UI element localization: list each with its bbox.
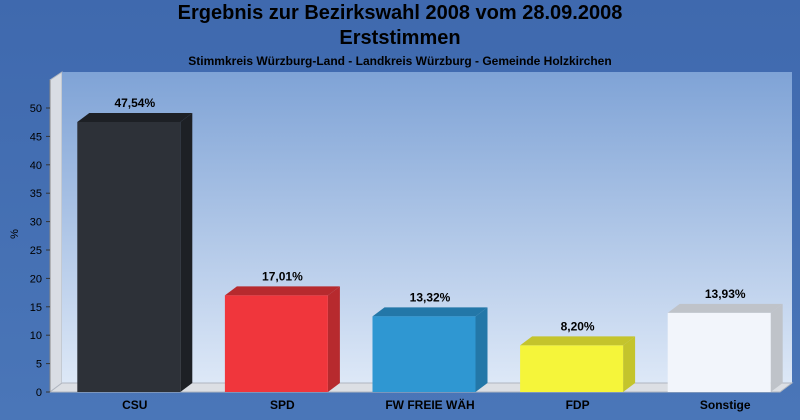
chart-title: Ergebnis zur Bezirkswahl 2008 vom 28.09.… — [177, 2, 623, 24]
bar — [224, 295, 328, 392]
y-tick-label: 25 — [30, 245, 42, 257]
bar-side — [180, 112, 193, 392]
data-label: 47,54% — [114, 96, 155, 110]
bar-side — [327, 286, 340, 392]
bar-top — [667, 303, 783, 313]
y-tick-label: 0 — [36, 387, 42, 399]
y-tick-label: 30 — [30, 217, 42, 229]
bar-side — [770, 303, 783, 392]
data-label: 8,20% — [561, 319, 595, 333]
y-tick-label: 20 — [30, 273, 42, 285]
x-tick-label: Sonstige — [700, 398, 751, 412]
y-tick-label: 10 — [30, 330, 42, 342]
bar-side — [475, 307, 488, 392]
y-tick-label: 50 — [30, 103, 42, 115]
bar-top — [520, 336, 636, 346]
data-label: 13,32% — [410, 290, 451, 304]
y-tick-label: 35 — [30, 188, 42, 200]
bar-top — [372, 307, 488, 317]
data-label: 17,01% — [262, 269, 303, 283]
y-tick-label: 45 — [30, 131, 42, 143]
bar-side — [623, 336, 636, 392]
bar-top — [77, 112, 193, 122]
bar-top — [224, 286, 340, 296]
data-label: 13,93% — [705, 287, 746, 301]
bar-group: 47,54% CSU — [77, 96, 193, 412]
chart-subtitle: Erststimmen — [339, 27, 461, 49]
bar — [77, 121, 181, 392]
bar-group: 13,93% Sonstige — [667, 287, 783, 412]
bar — [520, 345, 624, 392]
bar — [372, 316, 476, 392]
x-tick-label: SPD — [270, 398, 295, 412]
plot-left-wall — [49, 71, 63, 393]
bar-group: 13,32% FW FREIE WÄH — [372, 290, 488, 412]
chart-caption: Stimmkreis Würzburg-Land - Landkreis Wür… — [188, 54, 612, 68]
bar-group: 8,20% FDP — [520, 319, 636, 412]
x-tick-label: CSU — [122, 398, 147, 412]
bar — [667, 312, 771, 392]
bar-group: 17,01% SPD — [224, 269, 340, 412]
y-tick-label: 40 — [30, 160, 42, 172]
y-tick-label: 5 — [36, 359, 42, 371]
y-tick-label: 15 — [30, 302, 42, 314]
x-tick-label: FW FREIE WÄH — [385, 397, 474, 412]
x-tick-label: FDP — [566, 398, 590, 412]
